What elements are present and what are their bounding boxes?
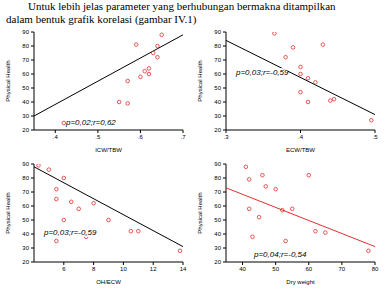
svg-text:30: 30	[22, 245, 29, 251]
svg-text:60: 60	[214, 203, 221, 209]
html-text:dalam bentuk grafik korelasi (: dalam bentuk grafik korelasi (gambar IV.…	[6, 13, 197, 25]
svg-text:Physical Health: Physical Health	[8, 192, 11, 233]
svg-text:50: 50	[22, 85, 29, 91]
svg-text:60: 60	[305, 266, 312, 272]
html-text:p=0,02;r=0,62: p=0,02;r=0,62	[66, 118, 116, 127]
svg-text:50: 50	[272, 266, 279, 272]
svg-text:80: 80	[372, 266, 377, 272]
html-text:p=0,03;r=-0,59: p=0,03;r=-0,59	[236, 68, 289, 77]
svg-text:.5: .5	[95, 134, 101, 140]
svg-text:90: 90	[22, 29, 29, 35]
svg-text:10: 10	[120, 266, 127, 272]
svg-text:Physical Health: Physical Health	[197, 192, 203, 233]
svg-text:8: 8	[92, 266, 96, 272]
svg-text:Dry weight: Dry weight	[286, 279, 315, 285]
html-text:p=0,04;r=-0,54: p=0,04;r=-0,54	[254, 250, 307, 259]
svg-text:50: 50	[22, 217, 29, 223]
svg-text:40: 40	[214, 99, 221, 105]
svg-text:50: 50	[214, 217, 221, 223]
svg-text:80: 80	[214, 175, 221, 181]
html-text:p=0,03;r=-0,59: p=0,03;r=-0,59	[44, 228, 97, 237]
svg-text:80: 80	[214, 43, 221, 49]
svg-text:12: 12	[150, 266, 157, 272]
svg-text:70: 70	[214, 189, 221, 195]
svg-text:60: 60	[214, 71, 221, 77]
svg-text:.5: .5	[372, 134, 377, 140]
svg-text:40: 40	[214, 231, 221, 237]
svg-text:Physical Health: Physical Health	[197, 60, 203, 101]
svg-text:80: 80	[22, 43, 29, 49]
svg-text:20: 20	[22, 259, 29, 265]
svg-text:.3: .3	[223, 134, 229, 140]
svg-text:ECW/TBW: ECW/TBW	[286, 147, 315, 153]
svg-text:6: 6	[62, 266, 66, 272]
svg-text:Physical Health: Physical Health	[8, 60, 11, 101]
svg-text:20: 20	[214, 259, 221, 265]
svg-text:.4: .4	[298, 134, 304, 140]
svg-text:.7: .7	[180, 134, 186, 140]
svg-text:70: 70	[339, 266, 346, 272]
html-text:Untuk lebih jelas parameter ya: Untuk lebih jelas parameter yang berhubu…	[28, 0, 336, 12]
svg-text:.4: .4	[53, 134, 59, 140]
svg-text:40: 40	[239, 266, 246, 272]
svg-text:60: 60	[22, 71, 29, 77]
svg-text:20: 20	[214, 127, 221, 133]
svg-text:90: 90	[214, 161, 221, 167]
svg-text:OH/ECW: OH/ECW	[96, 279, 121, 285]
svg-text:14: 14	[180, 266, 187, 272]
svg-text:.6: .6	[138, 134, 144, 140]
svg-text:80: 80	[22, 175, 29, 181]
svg-text:70: 70	[22, 57, 29, 63]
svg-text:40: 40	[22, 99, 29, 105]
svg-text:90: 90	[22, 161, 29, 167]
svg-text:40: 40	[22, 231, 29, 237]
svg-text:20: 20	[22, 127, 29, 133]
svg-text:60: 60	[22, 203, 29, 209]
svg-text:30: 30	[214, 113, 221, 119]
svg-text:70: 70	[22, 189, 29, 195]
svg-text:70: 70	[214, 57, 221, 63]
svg-text:30: 30	[22, 113, 29, 119]
svg-text:50: 50	[214, 85, 221, 91]
svg-text:30: 30	[214, 245, 221, 251]
svg-text:90: 90	[214, 29, 221, 35]
svg-text:ICW/TBW: ICW/TBW	[95, 147, 122, 153]
